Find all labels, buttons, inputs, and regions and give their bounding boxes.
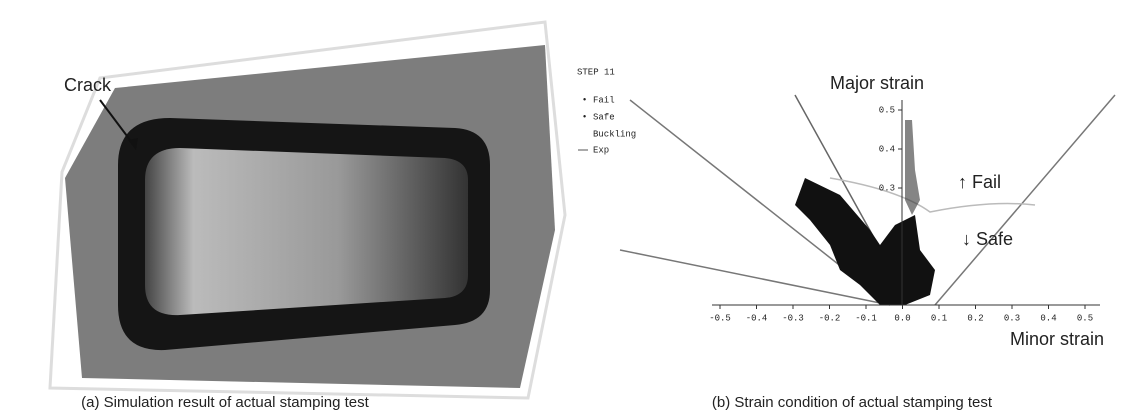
step-label: STEP 11 (577, 67, 615, 77)
blank-outline (48, 20, 567, 400)
simulation-panel: Crack (a) Simulation result of actual st… (48, 20, 567, 411)
legend-dot: • (583, 111, 586, 121)
punch-region (145, 148, 468, 316)
caption-b: (b) Strain condition of actual stamping … (712, 394, 993, 411)
x-tick-label: -0.3 (782, 313, 804, 323)
strain-panel: STEP 11 • Fail • Safe Buckling Exp Major… (577, 67, 1116, 411)
annotation: ↑ Fail (958, 172, 1001, 192)
y-axis-label: Major strain (830, 73, 924, 93)
x-tick-label: 0.1 (931, 313, 947, 323)
x-tick-label: -0.5 (709, 313, 731, 323)
legend-dot: • (583, 94, 586, 104)
x-tick-label: -0.4 (746, 313, 768, 323)
legend-entry: Safe (593, 112, 615, 122)
x-tick-label: -0.2 (819, 313, 841, 323)
caption-a: (a) Simulation result of actual stamping… (81, 394, 369, 411)
strain-points (905, 120, 920, 215)
x-tick-label: 0.2 (967, 313, 983, 323)
x-tick-label: 0.5 (1077, 313, 1093, 323)
crack-label: Crack (64, 75, 112, 95)
x-tick-label: 0.0 (894, 313, 910, 323)
x-axis-label: Minor strain (1010, 329, 1104, 349)
limit-line (794, 94, 879, 246)
legend-entry: Fail (593, 95, 615, 105)
y-tick-label: 0.4 (879, 144, 895, 154)
legend-entry: Buckling (593, 129, 636, 139)
y-tick-label: 0.3 (879, 183, 895, 193)
limit-line (619, 249, 891, 306)
strain-points (795, 178, 935, 305)
y-tick-label: 0.5 (879, 105, 895, 115)
x-tick-label: -0.1 (855, 313, 877, 323)
arrow-head (128, 138, 138, 150)
legend-entry: Exp (593, 145, 609, 155)
x-tick-label: 0.4 (1040, 313, 1056, 323)
x-tick-label: 0.3 (1004, 313, 1020, 323)
exp-curve (829, 177, 1036, 213)
limit-line (934, 94, 1116, 306)
annotation: ↓ Safe (962, 229, 1013, 249)
